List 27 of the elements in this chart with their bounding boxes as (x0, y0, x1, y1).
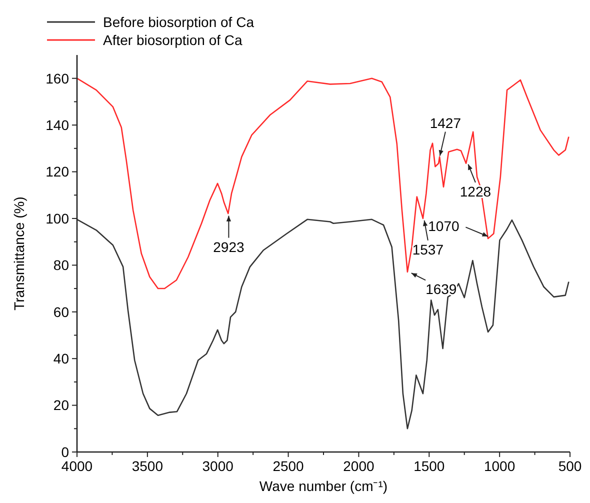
y-tick-label: 60 (53, 304, 70, 320)
annotation: 1427 (430, 114, 462, 131)
x-tick-label: 4000 (61, 458, 93, 474)
y-tick-label: 80 (53, 257, 70, 274)
y-tick-label: 100 (46, 210, 70, 226)
y-tick-label: 140 (46, 116, 70, 133)
x-tick-label: 3500 (132, 458, 164, 474)
x-tick-label: 2500 (272, 458, 304, 474)
y-tick-label: 20 (53, 397, 70, 414)
annotation: 1639 (426, 281, 457, 298)
y-tick-label: 40 (53, 350, 70, 366)
x-tick-label: 1500 (414, 458, 445, 474)
legend-label: After biosorption of Ca (103, 32, 243, 48)
annotation: 1537 (412, 241, 444, 258)
annotation: 2923 (213, 238, 244, 255)
x-tick-label: 500 (558, 458, 582, 474)
annotation: 1070 (428, 218, 460, 234)
y-axis-title: Transmittance (%) (11, 196, 27, 310)
y-tick-label: 120 (46, 164, 70, 180)
x-axis-title: Wave number (cm⁻¹) (259, 478, 388, 494)
line-series (76, 218, 570, 430)
x-tick-label: 1000 (484, 458, 516, 474)
x-tick-label: 2000 (343, 458, 374, 474)
y-tick-label: 160 (46, 70, 70, 86)
x-tick-label: 3000 (202, 458, 234, 474)
y-tick-label: 0 (61, 444, 70, 460)
legend-label: Before biosorption of Ca (103, 14, 254, 30)
